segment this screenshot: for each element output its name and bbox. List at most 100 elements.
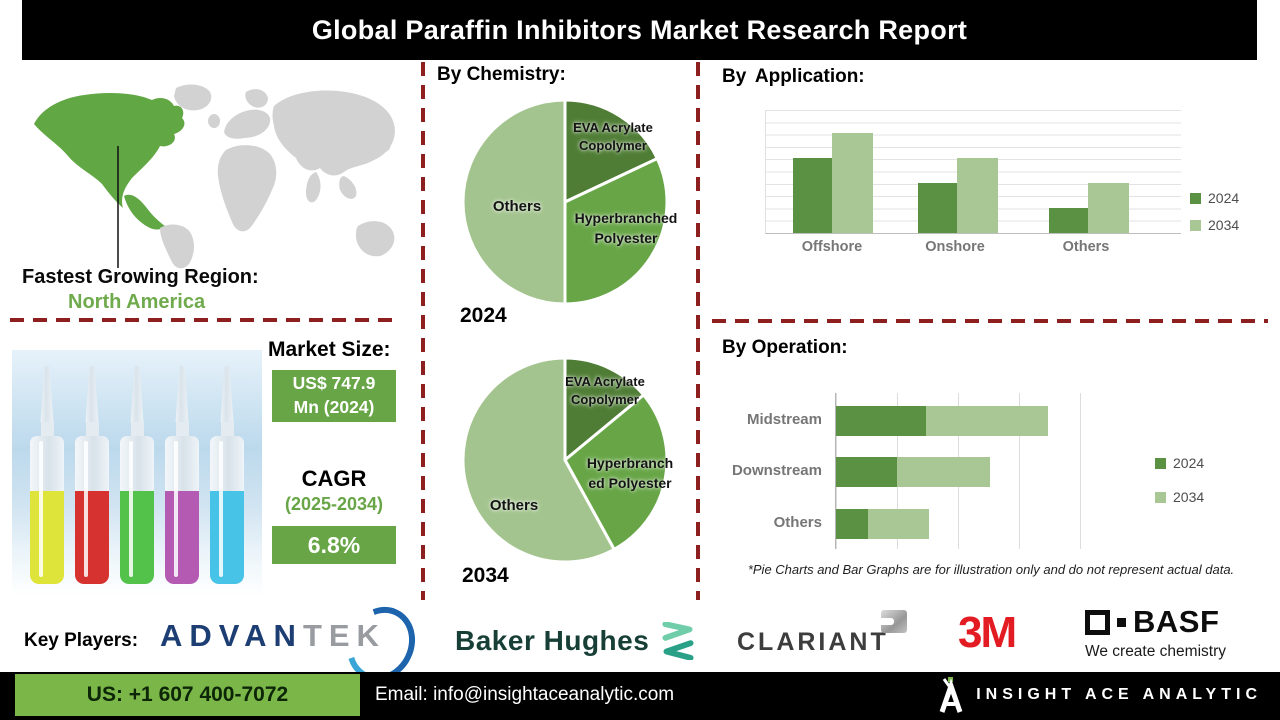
footer-email: Email: info@insightaceanalytic.com <box>375 684 675 705</box>
report-title: Global Paraffin Inhibitors Market Resear… <box>311 14 968 45</box>
market-size-value-box: US$ 747.9 Mn (2024) <box>272 370 396 422</box>
pie-chart-2024 <box>461 98 669 306</box>
op-legend-2034-label: 2034 <box>1173 489 1205 505</box>
app-legend-2034-label: 2034 <box>1208 217 1240 233</box>
app-bar-others-2024 <box>1049 208 1088 233</box>
world-map <box>34 84 395 269</box>
map-central-america <box>124 194 165 230</box>
app-bar-onshore-2034 <box>957 158 998 233</box>
ampoule-liquid <box>120 490 154 584</box>
op-bar-downstream-2034 <box>897 457 990 487</box>
ampoule-neck <box>175 422 189 436</box>
pie2024-label-eva: EVA Acrylate Copolymer <box>555 119 671 156</box>
pie-slice-others <box>461 356 616 564</box>
op-legend-2034: 2034 <box>1155 489 1204 505</box>
divider-vertical-1 <box>421 62 425 600</box>
op-bar-midstream-2024 <box>836 406 927 436</box>
pie-slice-hyperbranched-polyester <box>563 157 669 306</box>
app-category-onshore: Onshore <box>925 239 985 255</box>
ampoule-neck <box>40 422 54 436</box>
ampoule-highlight <box>84 441 88 578</box>
ampoule-liquid <box>165 490 199 584</box>
insight-ace-brand-text: INSIGHT ACE ANALYTIC <box>976 686 1262 703</box>
app-bar-others-2034 <box>1088 183 1129 233</box>
pie2024-label-hyper-line1: Hyperbranched <box>574 210 678 226</box>
pie-slice-eva-acrylate-copolymer <box>563 356 646 462</box>
title-bar: Global Paraffin Inhibitors Market Resear… <box>22 0 1257 60</box>
ampoule-tip <box>175 366 189 422</box>
app-bar-onshore-2024 <box>918 183 957 233</box>
map-australia <box>356 221 395 257</box>
op-bar-others-2024 <box>836 509 868 539</box>
map-south-america <box>160 224 195 269</box>
pie2024-label-hyper: Hyperbranched Polyester <box>565 209 687 249</box>
pie2034-label-hyper-line2: ed Polyester <box>588 474 672 491</box>
ampoule-vial-1 <box>29 366 65 584</box>
basf-tagline: We create chemistry <box>1085 643 1226 660</box>
clariant-logo: CLARIANT <box>737 610 907 657</box>
cagr-period: (2025-2034) <box>284 494 384 514</box>
market-size-line1: US$ 747.9 <box>292 373 376 394</box>
ampoule-liquid <box>75 490 109 584</box>
disclaimer-footnote: *Pie Charts and Bar Graphs are for illus… <box>747 562 1235 577</box>
pie2034-label-eva: EVA Acrylate Copolymer <box>547 373 663 410</box>
baker-hughes-logo-text: Baker Hughes <box>455 625 650 656</box>
advantek-logo-text-blue: ADVAN <box>160 618 303 653</box>
application-bar-chart <box>765 110 1181 234</box>
map-north-america <box>34 92 185 208</box>
op-legend-2024: 2024 <box>1155 455 1204 471</box>
fastest-growing-region-label: Fastest Growing Region: <box>22 266 259 288</box>
op-bar-midstream-2034 <box>926 406 1049 436</box>
3m-logo: 3M <box>958 608 1017 657</box>
footer-bar: US: +1 607 400-7072 Email: info@insighta… <box>0 672 1280 720</box>
app-category-offshore: Offshore <box>801 239 863 255</box>
ampoule-tip <box>130 366 144 422</box>
market-size-line2: Mn (2024) <box>293 397 375 417</box>
ampoule-tip <box>40 366 54 422</box>
op-bar-others-2034 <box>867 509 929 539</box>
ampoule-liquid <box>30 490 64 584</box>
op-category-others: Others <box>773 514 822 531</box>
map-greenland <box>174 84 212 111</box>
pie2034-year-label: 2034 <box>462 564 509 587</box>
pie2024-label-others: Others <box>492 198 542 215</box>
ampoule-tip <box>85 366 99 422</box>
key-players-label: Key Players: <box>24 630 139 651</box>
pie2024-label-eva-line1: EVA Acrylate <box>573 120 653 135</box>
op-bar-downstream-2024 <box>836 457 897 487</box>
pie-slice-others <box>461 98 567 306</box>
insight-ace-a-icon <box>939 677 963 713</box>
pie-chart-2034 <box>461 356 669 564</box>
ampoule-neck <box>220 422 234 436</box>
section-title-operation: By Operation: <box>722 337 848 358</box>
op-legend-2024-label: 2024 <box>1173 455 1205 471</box>
map-southeast-asia <box>339 176 357 199</box>
basf-square-dot-icon <box>1117 617 1126 627</box>
footer-phone: US: +1 607 400-7072 <box>15 674 360 716</box>
app-category-others: Others <box>1062 239 1110 255</box>
ampoule-vial-4 <box>164 366 200 584</box>
ampoule-neck <box>130 422 144 436</box>
map-europe <box>224 109 271 139</box>
ampoules-illustration <box>12 350 262 596</box>
app-legend-2024-label: 2024 <box>1208 190 1240 206</box>
pie2024-year-label: 2024 <box>460 304 507 327</box>
pie2034-label-eva-line2: Copolymer <box>571 392 639 408</box>
section-title-application: By Application: <box>722 66 865 87</box>
clariant-cube-icon <box>880 610 907 633</box>
fastest-growing-region-value: North America <box>68 291 206 313</box>
ampoule-body <box>30 436 64 584</box>
pie2034-label-hyper-line1: Hyperbranch <box>586 455 674 471</box>
app-legend-2034: 2034 <box>1190 217 1239 233</box>
advantek-logo-text-gray: TEK <box>302 618 386 653</box>
ampoule-body <box>75 436 109 584</box>
app-bar-offshore-2024 <box>793 158 832 233</box>
operation-bar-chart <box>835 393 1141 549</box>
ampoule-vial-3 <box>119 366 155 584</box>
app-legend-2024-swatch <box>1190 192 1201 204</box>
map-asia <box>272 90 395 176</box>
app-bar-offshore-2034 <box>832 133 873 233</box>
divider-left-horizontal <box>10 318 392 322</box>
ampoule-body <box>165 436 199 584</box>
